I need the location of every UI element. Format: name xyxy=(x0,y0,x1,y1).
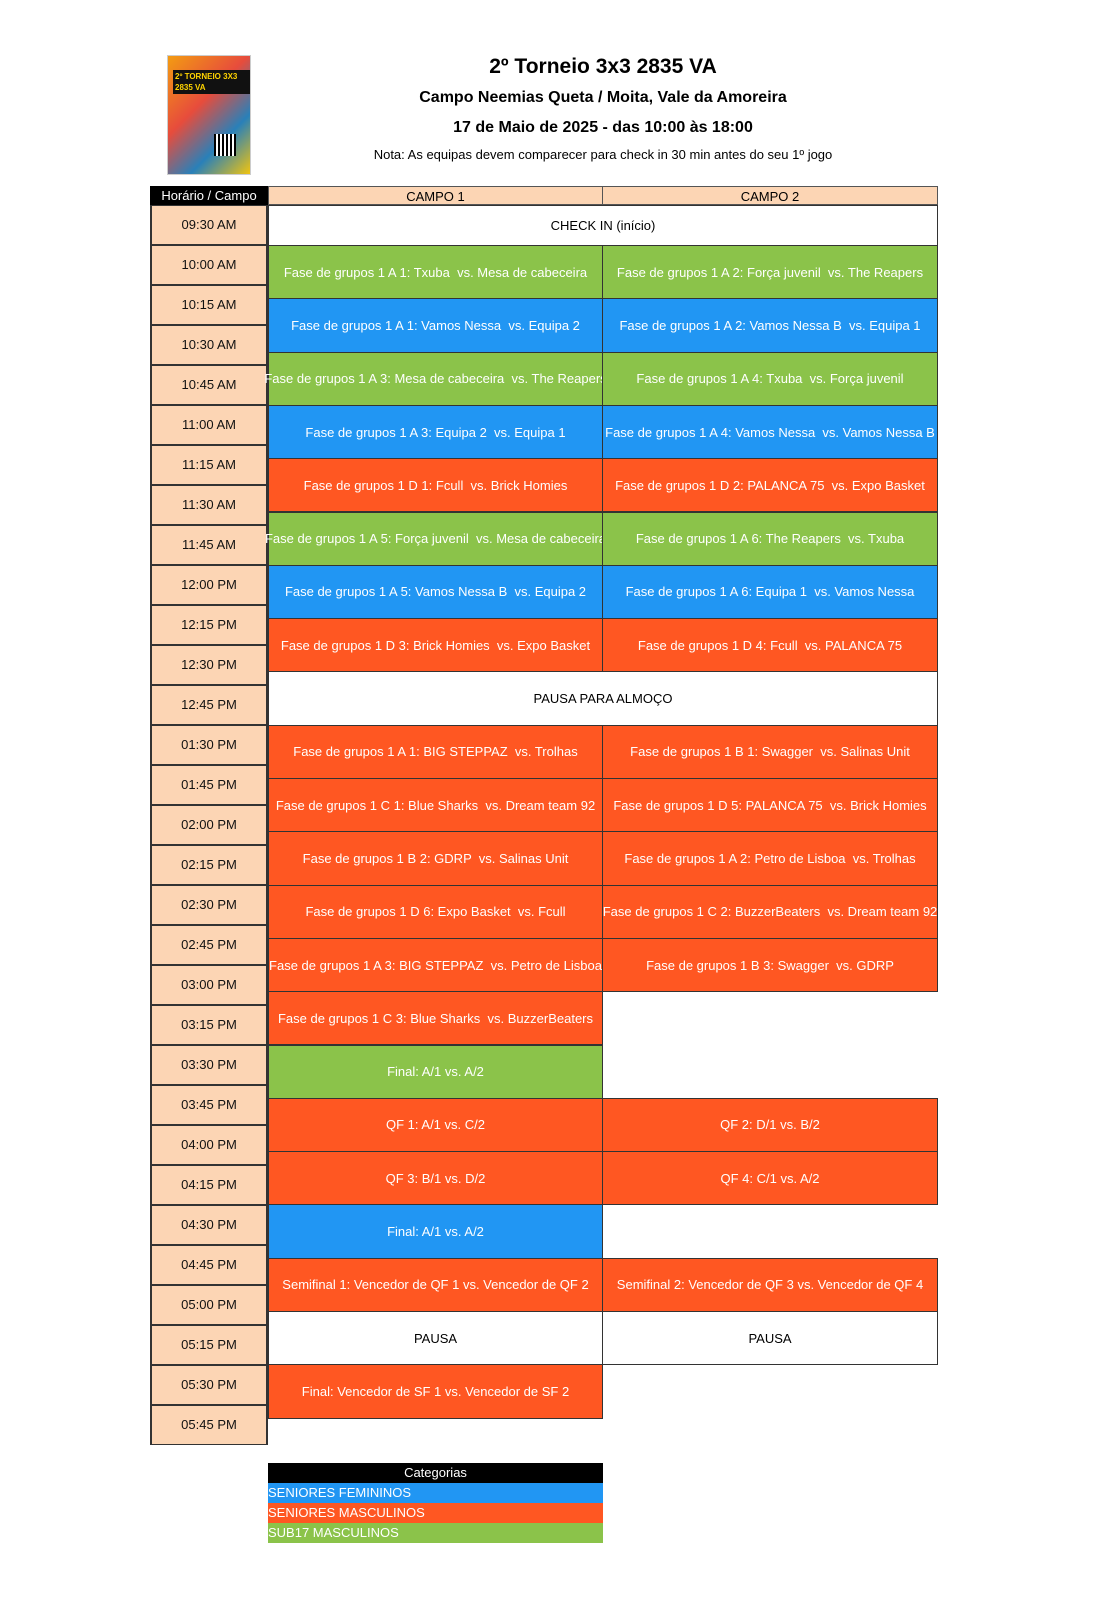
time-slot: 12:30 PM xyxy=(150,645,268,685)
campo-2-game: Fase de grupos 1 B 1: Swagger vs. Salina… xyxy=(602,724,938,779)
time-slot: 10:45 AM xyxy=(150,365,268,405)
campo-1-game: Final: Vencedor de SF 1 vs. Vencedor de … xyxy=(268,1364,603,1419)
check-in-cell: CHECK IN (início) xyxy=(268,205,938,246)
campo-1-game: Semifinal 1: Vencedor de QF 1 vs. Venced… xyxy=(268,1257,603,1312)
qr-code-icon xyxy=(214,134,236,156)
campo-2-game: Fase de grupos 1 A 4: Txuba vs. Força ju… xyxy=(602,351,938,406)
campo-1-game: Fase de grupos 1 A 1: Vamos Nessa vs. Eq… xyxy=(268,298,603,353)
legend-sub17-masculinos: SUB17 MASCULINOS xyxy=(268,1523,603,1543)
time-slot: 10:00 AM xyxy=(150,245,268,285)
campo-2-game: Fase de grupos 1 D 5: PALANCA 75 vs. Bri… xyxy=(602,778,938,833)
time-slot: 01:30 PM xyxy=(150,725,268,765)
time-slot: 11:30 AM xyxy=(150,485,268,525)
time-slot: 02:30 PM xyxy=(150,885,268,925)
time-slot: 02:15 PM xyxy=(150,845,268,885)
legend-title: Categorias xyxy=(268,1463,603,1483)
time-slot: 05:00 PM xyxy=(150,1285,268,1325)
campo-2-game: Fase de grupos 1 A 4: Vamos Nessa vs. Va… xyxy=(602,404,938,460)
time-slot: 04:00 PM xyxy=(150,1125,268,1165)
time-slot: 11:45 AM xyxy=(150,525,268,565)
legend-seniores-femininos: SENIORES FEMININOS xyxy=(268,1483,603,1503)
time-slot: 12:15 PM xyxy=(150,605,268,645)
time-slot: 11:00 AM xyxy=(150,405,268,445)
time-slot: 04:30 PM xyxy=(150,1205,268,1245)
campo-1-game: Fase de grupos 1 C 1: Blue Sharks vs. Dr… xyxy=(268,778,603,833)
event-date: 17 de Maio de 2025 - das 10:00 às 18:00 xyxy=(453,119,753,136)
campo-1-game: QF 3: B/1 vs. D/2 xyxy=(268,1151,603,1206)
campo-1-game: Fase de grupos 1 A 1: BIG STEPPAZ vs. Tr… xyxy=(268,724,603,779)
campo-2-game: Fase de grupos 1 A 2: Petro de Lisboa vs… xyxy=(602,831,938,886)
campo-1-game: PAUSA xyxy=(268,1311,603,1366)
poster-text: 2º TORNEIO 3X3 2835 VA xyxy=(173,70,250,94)
campo-2-game: Fase de grupos 1 C 2: BuzzerBeaters vs. … xyxy=(602,884,938,939)
time-slot: 04:15 PM xyxy=(150,1165,268,1205)
campo-1-game: Fase de grupos 1 A 3: Equipa 2 vs. Equip… xyxy=(268,404,603,460)
campo-2-game: QF 2: D/1 vs. B/2 xyxy=(602,1097,938,1153)
legend-seniores-masculinos: SENIORES MASCULINOS xyxy=(268,1503,603,1523)
campo-1-game: Fase de grupos 1 A 3: Mesa de cabeceira … xyxy=(264,351,607,406)
campo-2-game: QF 4: C/1 vs. A/2 xyxy=(602,1151,938,1206)
campo-1-game: Final: A/1 vs. A/2 xyxy=(268,1204,603,1259)
tournament-poster-image: 2º TORNEIO 3X3 2835 VA xyxy=(167,55,251,175)
header-campo-2: CAMPO 2 xyxy=(602,186,938,205)
campo-2-game: Fase de grupos 1 D 4: Fcull vs. PALANCA … xyxy=(602,618,938,673)
campo-2-game: Fase de grupos 1 A 6: The Reapers vs. Tx… xyxy=(602,511,938,566)
time-slot: 03:15 PM xyxy=(150,1005,268,1045)
campo-1-game: Fase de grupos 1 D 3: Brick Homies vs. E… xyxy=(268,618,603,673)
campo-1-game: Fase de grupos 1 C 3: Blue Sharks vs. Bu… xyxy=(268,991,603,1046)
time-slot: 10:30 AM xyxy=(150,325,268,365)
campo-1-game: Fase de grupos 1 B 2: GDRP vs. Salinas U… xyxy=(268,831,603,886)
time-slot: 01:45 PM xyxy=(150,765,268,805)
time-slot: 05:45 PM xyxy=(150,1405,268,1445)
campo-1-game: Fase de grupos 1 D 1: Fcull vs. Brick Ho… xyxy=(268,458,603,513)
time-slot: 10:15 AM xyxy=(150,285,268,325)
campo-1-game: Fase de grupos 1 A 3: BIG STEPPAZ vs. Pe… xyxy=(268,937,603,993)
campo-2-game: Fase de grupos 1 A 2: Força juvenil vs. … xyxy=(602,245,938,300)
campo-1-game: Fase de grupos 1 A 5: Vamos Nessa B vs. … xyxy=(268,564,603,620)
campo-1-game: Fase de grupos 1 D 6: Expo Basket vs. Fc… xyxy=(268,884,603,939)
time-slot: 04:45 PM xyxy=(150,1245,268,1285)
campo-1-game: Final: A/1 vs. A/2 xyxy=(268,1044,603,1099)
campo-2-game: Semifinal 2: Vencedor de QF 3 vs. Venced… xyxy=(602,1257,938,1312)
header-campo-1: CAMPO 1 xyxy=(268,186,603,205)
campo-1-game: Fase de grupos 1 A 1: Txuba vs. Mesa de … xyxy=(268,245,603,300)
time-slot: 03:45 PM xyxy=(150,1085,268,1125)
campo-2-game: Fase de grupos 1 B 3: Swagger vs. GDRP xyxy=(602,937,938,993)
time-slot: 12:45 PM xyxy=(150,685,268,725)
campo-1-game: Fase de grupos 1 A 5: Força juvenil vs. … xyxy=(265,511,606,566)
break-cell: PAUSA PARA ALMOÇO xyxy=(268,671,938,726)
campo-2-game: Fase de grupos 1 A 6: Equipa 1 vs. Vamos… xyxy=(602,564,938,620)
campo-1-game: QF 1: A/1 vs. C/2 xyxy=(268,1097,603,1153)
time-slot: 05:15 PM xyxy=(150,1325,268,1365)
venue: Campo Neemias Queta / Moita, Vale da Amo… xyxy=(419,89,787,106)
time-slot: 12:00 PM xyxy=(150,565,268,605)
time-slot: 03:00 PM xyxy=(150,965,268,1005)
time-slot: 05:30 PM xyxy=(150,1365,268,1405)
campo-2-game: Fase de grupos 1 D 2: PALANCA 75 vs. Exp… xyxy=(602,458,938,513)
time-slot: 09:30 AM xyxy=(150,205,268,245)
time-slot: 03:30 PM xyxy=(150,1045,268,1085)
time-slot: 02:45 PM xyxy=(150,925,268,965)
header-time-campo: Horário / Campo xyxy=(150,186,268,205)
campo-2-game: PAUSA xyxy=(602,1311,938,1366)
page-title: 2º Torneio 3x3 2835 VA xyxy=(489,55,717,78)
time-slot: 02:00 PM xyxy=(150,805,268,845)
check-in-note: Nota: As equipas devem comparecer para c… xyxy=(373,147,833,162)
time-slot: 11:15 AM xyxy=(150,445,268,485)
campo-2-game: Fase de grupos 1 A 2: Vamos Nessa B vs. … xyxy=(602,298,938,353)
